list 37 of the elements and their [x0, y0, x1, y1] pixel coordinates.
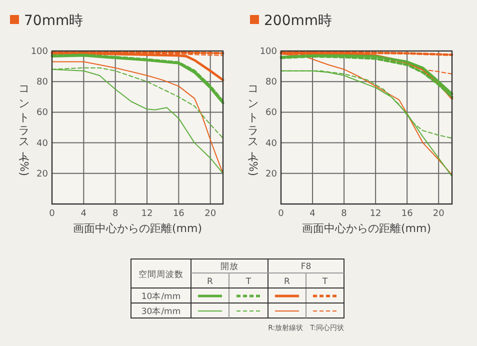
chart-title: 200mm時 — [264, 13, 332, 29]
y-tick-label: 80 — [266, 78, 278, 88]
y-tick-label: 60 — [266, 108, 278, 118]
chart-title: 70mm時 — [24, 13, 84, 29]
text: 空間周波数 — [138, 269, 184, 280]
y-axis-title: コントラスト(%) — [246, 78, 260, 176]
text: 開放 — [220, 261, 238, 272]
x-tick-label: 8 — [341, 209, 348, 219]
x-axis-title: 画面中心からの距離(mm) — [302, 222, 432, 235]
text: T — [321, 277, 328, 287]
text: R — [284, 277, 290, 287]
x-tick-label: 16 — [172, 209, 185, 219]
x-tick-label: 8 — [112, 209, 118, 219]
text: 10本/mm — [141, 291, 181, 302]
y-tick-label: 80 — [36, 78, 48, 88]
y-tick-label: 20 — [36, 169, 48, 180]
x-tick-label: 12 — [370, 209, 382, 219]
x-tick-label: 12 — [141, 209, 153, 219]
text: 30本/mm — [141, 306, 181, 317]
x-tick-label: 20 — [432, 209, 445, 219]
y-tick-label: 40 — [36, 138, 48, 149]
y-tick-label: 100 — [260, 47, 278, 57]
x-tick-label: 4 — [310, 209, 316, 219]
text: F8 — [300, 262, 312, 272]
x-tick-label: 16 — [401, 209, 414, 219]
x-tick-label: 0 — [278, 209, 284, 219]
x-axis-title: 画面中心からの距離(mm) — [72, 222, 202, 235]
text: T — [244, 277, 252, 287]
x-tick-label: 20 — [204, 209, 216, 219]
x-tick-label: 0 — [49, 209, 56, 219]
text: R — [207, 277, 214, 287]
y-tick-label: 60 — [36, 108, 48, 118]
y-axis-title: コントラスト(%) — [18, 78, 30, 176]
y-tick-label: 40 — [266, 138, 278, 149]
x-tick-label: 4 — [80, 209, 87, 219]
y-tick-label: 100 — [30, 47, 48, 57]
y-tick-label: 20 — [266, 169, 278, 180]
